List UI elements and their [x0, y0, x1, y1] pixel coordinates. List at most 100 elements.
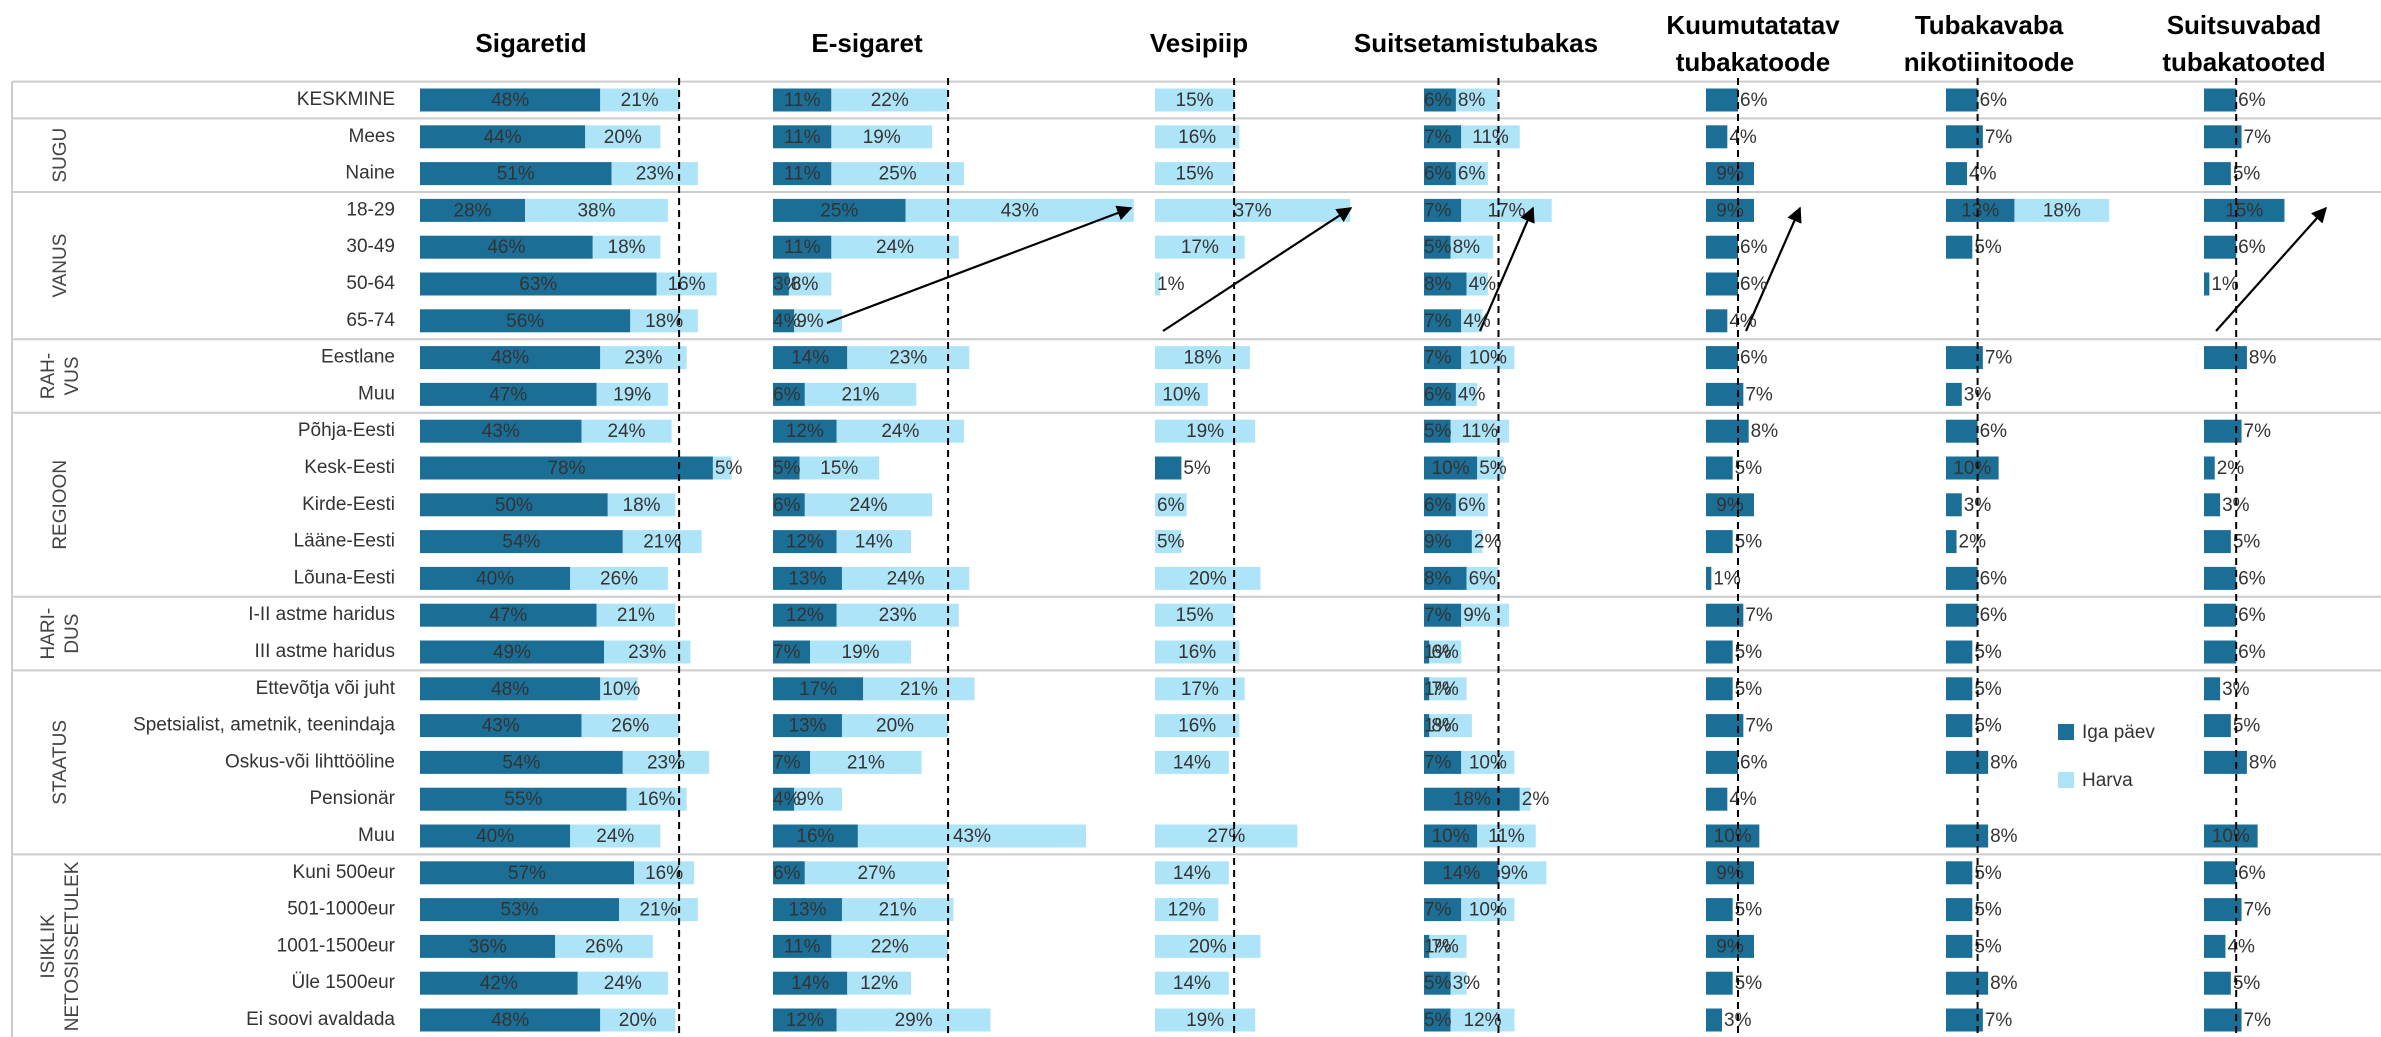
bar-occasional [831, 162, 964, 186]
value-label: 10% [1432, 458, 1470, 479]
value-label: 8% [2249, 752, 2277, 773]
bar-occasional [555, 934, 653, 958]
bar-daily [1424, 677, 1430, 701]
bar-daily [1424, 971, 1451, 995]
bar-occasional [1155, 382, 1208, 406]
bar-daily [773, 382, 805, 406]
bar-occasional [1155, 346, 1250, 370]
bar-daily [1706, 714, 1744, 738]
bar-daily [1706, 566, 1712, 590]
legend-label: Harva [2082, 770, 2133, 791]
value-label: 15% [1176, 90, 1214, 111]
value-label: 54% [502, 532, 540, 553]
bar-occasional [592, 235, 661, 259]
value-label: 63% [519, 274, 557, 295]
row-label: KESKMINE [297, 89, 395, 110]
value-label: 3% [1453, 973, 1481, 994]
bar-occasional [1155, 88, 1235, 112]
value-label: 15% [1176, 164, 1214, 185]
value-label: 7% [1745, 605, 1773, 626]
value-label: 8% [791, 274, 819, 295]
value-label: 47% [489, 384, 527, 405]
bar-occasional [1455, 493, 1488, 517]
bar-daily [1946, 456, 1999, 480]
bar-occasional [1155, 419, 1256, 443]
bar-occasional [1455, 162, 1488, 186]
value-label: 6% [1740, 752, 1768, 773]
value-label: 50% [495, 495, 533, 516]
bar-daily [1424, 787, 1520, 811]
bar-daily [773, 309, 795, 333]
value-label: 24% [881, 421, 919, 442]
value-label: 55% [504, 789, 542, 810]
row-label: Naine [345, 163, 395, 184]
value-label: 9% [1716, 495, 1744, 516]
value-label: 2% [2217, 458, 2245, 479]
value-label: 42% [480, 973, 518, 994]
bar-daily [1946, 382, 1962, 406]
bar-daily [2204, 603, 2237, 627]
bar-occasional [794, 787, 842, 811]
bar-occasional [581, 419, 672, 443]
value-label: 13% [788, 900, 826, 921]
bar-daily [773, 456, 800, 480]
value-label: 46% [487, 237, 525, 258]
bar-occasional [836, 603, 959, 627]
value-label: 20% [619, 1010, 657, 1031]
value-label: 48% [491, 679, 529, 700]
bar-daily [2204, 898, 2242, 922]
value-label: 6% [773, 863, 801, 884]
value-label: 7% [1985, 127, 2013, 148]
value-label: 37% [1234, 200, 1272, 221]
value-label: 7% [1431, 936, 1459, 957]
value-label: 26% [611, 716, 649, 737]
value-label: 26% [585, 936, 623, 957]
bar-occasional [804, 382, 917, 406]
value-label: 11% [784, 127, 821, 148]
row-label: Lääne-Eesti [294, 531, 395, 552]
panel-title: tubakatoode [1676, 47, 1831, 77]
bar-occasional [619, 898, 698, 922]
row-label: Muu [358, 825, 395, 846]
bar-daily [1706, 824, 1760, 848]
group-label: SUGU [50, 128, 71, 183]
row-label: Pensionär [309, 788, 395, 809]
value-label: 6% [2238, 642, 2266, 663]
value-label: 9% [1716, 200, 1744, 221]
bar-occasional [1155, 530, 1182, 554]
value-label: 10% [1469, 348, 1507, 369]
legend-swatch [2058, 724, 2074, 740]
bar-occasional [1450, 419, 1510, 443]
value-label: 4% [1458, 384, 1486, 405]
value-label: 48% [491, 348, 529, 369]
arrow [1744, 206, 1802, 332]
value-label: 2% [1522, 789, 1550, 810]
bar-occasional [525, 198, 668, 222]
value-label: 5% [1424, 1010, 1452, 1031]
row-label: Ei soovi avaldada [246, 1009, 395, 1030]
bar-daily [2204, 419, 2242, 443]
value-label: 6% [1458, 164, 1486, 185]
bar-occasional [847, 346, 970, 370]
row-label: Üle 1500eur [291, 972, 395, 993]
group-label: DUS [62, 614, 83, 654]
bar-occasional [1461, 346, 1515, 370]
bar-occasional [1155, 971, 1229, 995]
bar-occasional [831, 88, 949, 112]
arrow [826, 205, 1133, 325]
value-label: 5% [1424, 973, 1452, 994]
value-label: 6% [1980, 90, 2008, 111]
bar-occasional [600, 677, 638, 701]
bar-daily [1155, 456, 1182, 480]
value-label: 6% [1424, 495, 1452, 516]
value-label: 16% [1178, 642, 1216, 663]
panel-title: tubakatooted [2162, 47, 2325, 77]
value-label: 18% [623, 495, 661, 516]
row-label: 30-49 [346, 236, 395, 257]
value-label: 7% [2244, 900, 2272, 921]
bar-daily [1706, 419, 1749, 443]
bar-daily [1706, 346, 1738, 370]
bar-daily [773, 971, 848, 995]
bar-daily [1946, 566, 1978, 590]
value-label: 12% [786, 421, 824, 442]
